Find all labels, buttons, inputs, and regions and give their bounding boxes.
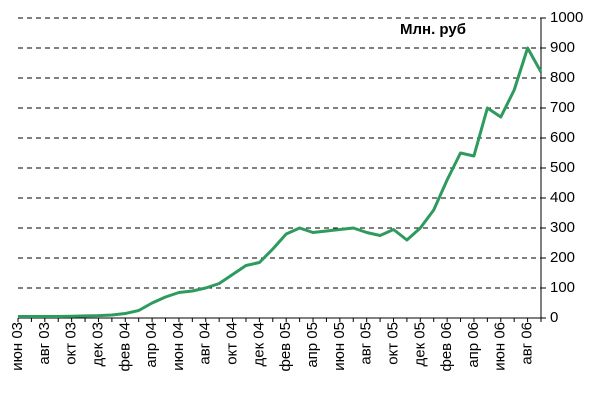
x-tick-label: апр 05	[304, 322, 321, 368]
x-tick-label: апр 04	[143, 322, 160, 368]
x-tick-label: июн 05	[331, 322, 348, 371]
x-tick-label: дек 04	[250, 322, 267, 367]
x-tick-label: июн 03	[9, 322, 26, 371]
x-tick-label: фев 04	[116, 322, 133, 372]
y-tick-label: 800	[550, 69, 575, 86]
y-tick-label: 200	[550, 249, 575, 266]
x-tick-label: авг 05	[358, 322, 375, 365]
x-tick-label: фев 05	[277, 322, 294, 372]
y-tick-label: 100	[550, 279, 575, 296]
data-line	[18, 46, 543, 318]
x-tick-label: дек 03	[89, 322, 106, 367]
y-tick-label: 900	[550, 39, 575, 56]
x-tick-label: июн 04	[170, 322, 187, 371]
y-tick-label: 300	[550, 219, 575, 236]
y-tick-label: 500	[550, 159, 575, 176]
y-axis-unit: Млн. руб	[400, 21, 466, 38]
y-tick-label: 1000	[550, 9, 583, 26]
y-tick-label: 0	[550, 309, 558, 326]
y-tick-label: 700	[550, 99, 575, 116]
x-tick-label: окт 05	[384, 322, 401, 365]
x-tick-label: авг 04	[197, 322, 214, 365]
x-tick-label: авг 06	[519, 322, 536, 365]
x-tick-label: фев 06	[438, 322, 455, 372]
x-tick-label: окт 04	[224, 322, 241, 365]
x-tick-label: дек 05	[411, 322, 428, 367]
x-tick-label: авг 03	[36, 322, 53, 365]
x-tick-label: окт 03	[63, 322, 80, 365]
y-tick-label: 600	[550, 129, 575, 146]
y-tick-label: 400	[550, 189, 575, 206]
x-tick-label: июн 06	[492, 322, 509, 371]
x-tick-label: апр 06	[465, 322, 482, 368]
